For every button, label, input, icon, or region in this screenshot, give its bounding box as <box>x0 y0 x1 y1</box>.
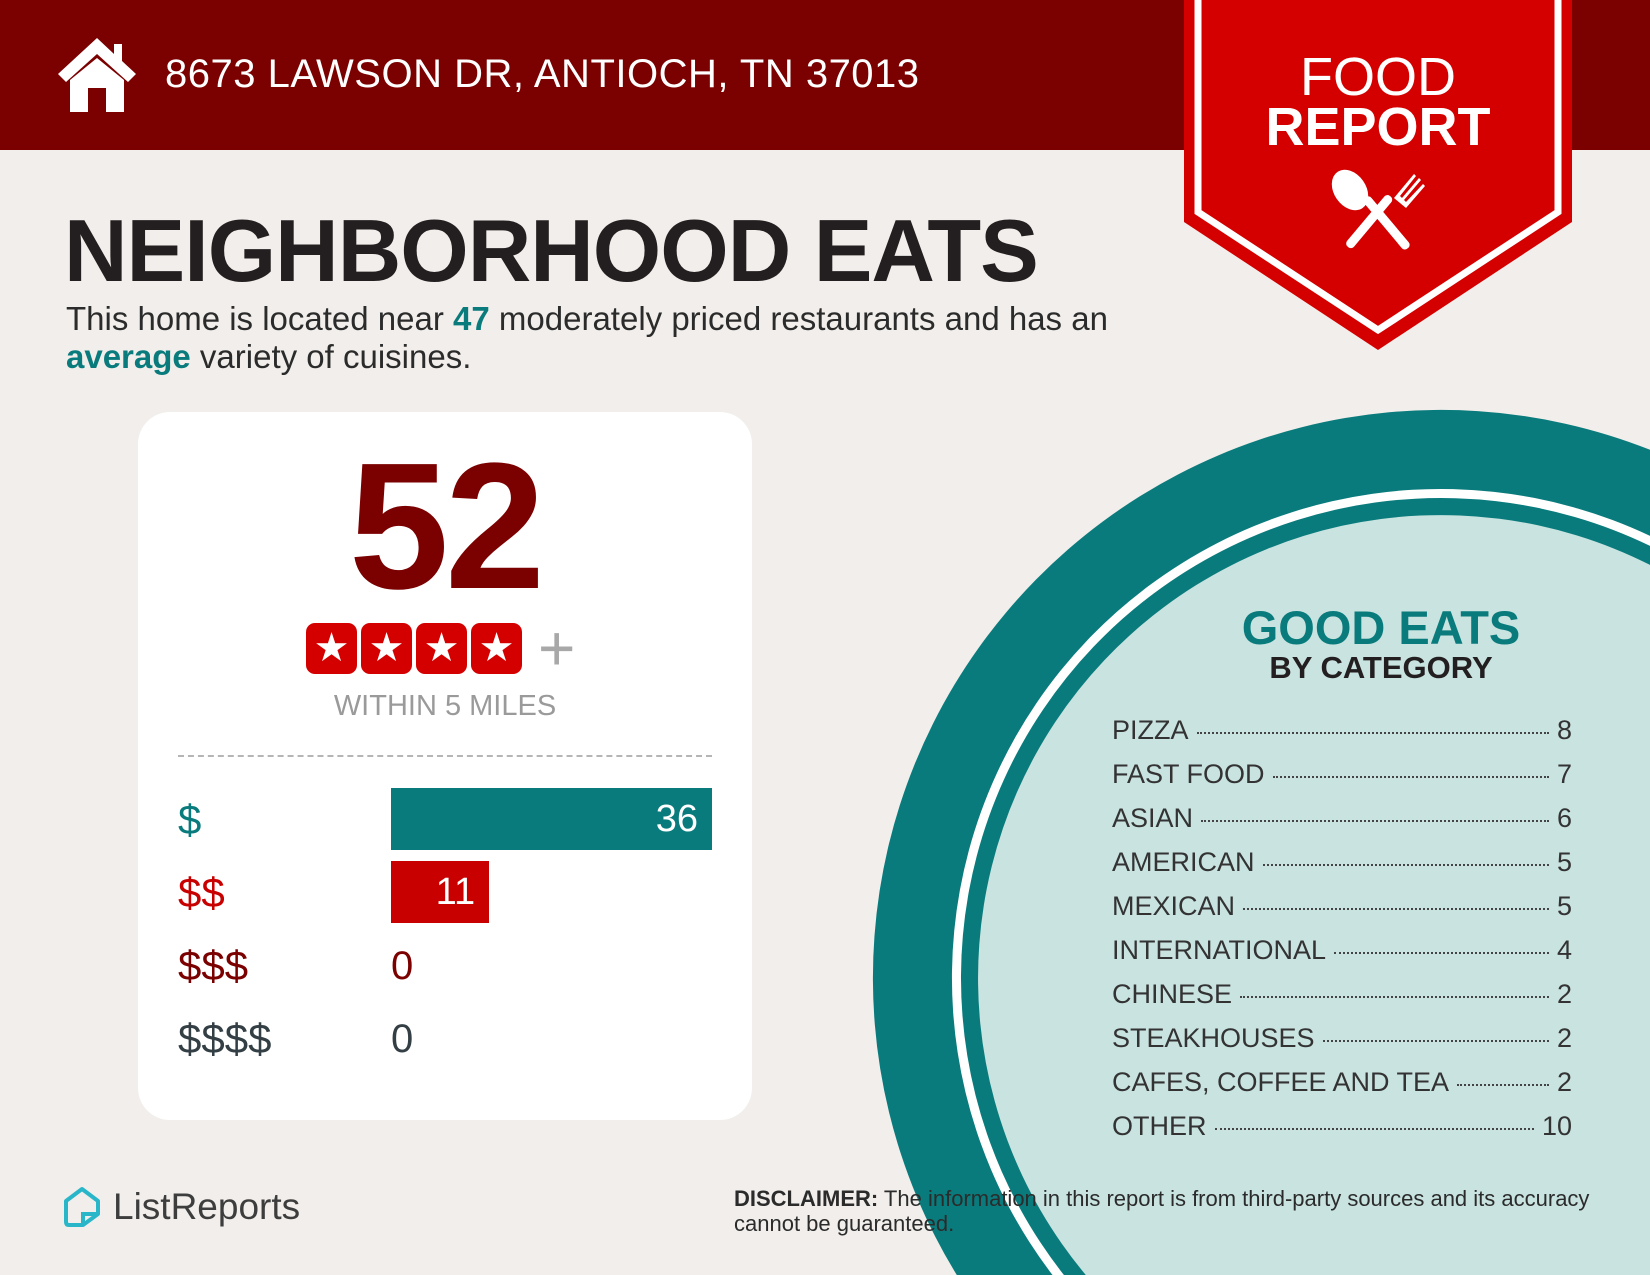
summary-text: This home is located near 47 moderately … <box>66 300 1108 375</box>
dot-leader <box>1272 776 1549 778</box>
food-report-ribbon <box>1184 0 1572 350</box>
category-item: PIZZA 8 <box>1112 715 1572 759</box>
price-level-label: $$$ <box>178 942 249 989</box>
dot-leader <box>1196 732 1549 734</box>
listreports-logo: ListReports <box>63 1186 300 1228</box>
dot-leader <box>1240 996 1549 998</box>
dot-leader <box>1243 908 1549 910</box>
dot-leader <box>1201 820 1549 822</box>
price-level-bar: 36 <box>391 788 712 850</box>
disclaimer: DISCLAIMER: The information in this repo… <box>734 1186 1594 1236</box>
listreports-logo-icon <box>64 1187 100 1227</box>
category-count: 10 <box>1541 1111 1572 1141</box>
radius-label: WITHIN 5 MILES <box>333 690 557 722</box>
dot-leader <box>1457 1084 1549 1086</box>
category-name: PIZZA <box>1112 715 1189 745</box>
categories-subtitle: BY CATEGORY <box>1269 650 1493 685</box>
price-level-label: $$ <box>178 869 225 916</box>
plus-icon: + <box>538 612 576 684</box>
category-name: ASIAN <box>1112 803 1194 833</box>
star-icon: ★ <box>416 623 467 674</box>
category-name: MEXICAN <box>1112 891 1236 921</box>
category-name: OTHER <box>1112 1111 1207 1141</box>
category-name: STEAKHOUSES <box>1112 1023 1315 1053</box>
category-count: 4 <box>1556 935 1572 965</box>
category-name: INTERNATIONAL <box>1112 935 1327 965</box>
price-level-row: $36 <box>178 788 712 850</box>
category-name: CAFES, COFFEE AND TEA <box>1112 1067 1450 1097</box>
divider <box>178 755 712 757</box>
category-item: OTHER 10 <box>1112 1111 1572 1155</box>
logo-text: ListReports <box>113 1186 301 1227</box>
disclaimer-label: DISCLAIMER: <box>734 1186 879 1211</box>
category-count: 2 <box>1556 1067 1572 1097</box>
total-restaurants: 52 <box>348 426 545 627</box>
price-level-value: 0 <box>391 944 414 988</box>
dot-leader <box>1322 1040 1549 1042</box>
category-count: 2 <box>1556 1023 1572 1053</box>
dot-leader <box>1262 864 1549 866</box>
category-item: AMERICAN 5 <box>1112 847 1572 891</box>
category-item: INTERNATIONAL 4 <box>1112 935 1572 979</box>
price-level-row: $$ 11 <box>178 861 712 923</box>
price-level-label: $ <box>178 796 202 843</box>
house-icon <box>58 38 136 112</box>
category-item: STEAKHOUSES 2 <box>1112 1023 1572 1067</box>
category-name: AMERICAN <box>1112 847 1255 877</box>
dot-leader <box>1214 1128 1534 1130</box>
dot-leader <box>1334 952 1549 954</box>
price-level-row: $$$ 0 <box>178 934 712 996</box>
spoon-fork-icon <box>1331 169 1425 250</box>
category-count: 2 <box>1556 979 1572 1009</box>
category-name: FAST FOOD <box>1112 759 1265 789</box>
ribbon-line-2: REPORT <box>1265 97 1491 157</box>
category-item: ASIAN 6 <box>1112 803 1572 847</box>
price-level-row: $$$$ 0 <box>178 1007 712 1069</box>
price-level-value: 0 <box>391 1017 414 1061</box>
variety-rating: average <box>66 338 191 375</box>
star-icon: ★ <box>471 623 522 674</box>
property-address: 8673 LAWSON DR, ANTIOCH, TN 37013 <box>165 52 920 96</box>
category-count: 5 <box>1556 891 1572 921</box>
category-item: CAFES, COFFEE AND TEA 2 <box>1112 1067 1572 1111</box>
ribbon-line-1: FOOD <box>1300 47 1456 107</box>
price-level-bar: 11 <box>391 861 490 923</box>
price-level-label: $$$$ <box>178 1015 272 1062</box>
disclaimer-text: The information in this report is from t… <box>734 1186 1590 1236</box>
star-icon: ★ <box>306 623 357 674</box>
star-icon: ★ <box>361 623 412 674</box>
category-count: 7 <box>1556 759 1572 789</box>
category-item: FAST FOOD 7 <box>1112 759 1572 803</box>
page-title: NEIGHBORHOOD EATS <box>64 201 1039 300</box>
category-item: CHINESE 2 <box>1112 979 1572 1023</box>
restaurant-count-card: 52 ★ ★ ★ ★ + WITHIN 5 MILES $36 $$ 11 $$$ 0 $… <box>138 412 752 1120</box>
category-list: PIZZA 8 FAST FOOD 7 ASIAN 6 AMERICAN 5 MEXICAN 5 I… <box>1112 715 1572 1155</box>
category-count: 6 <box>1556 803 1572 833</box>
categories-title: GOOD EATS <box>1241 601 1521 654</box>
category-count: 8 <box>1556 715 1572 745</box>
star-rating: ★ ★ ★ ★ + <box>306 612 576 684</box>
category-count: 5 <box>1556 847 1572 877</box>
restaurant-count: 47 <box>453 300 490 337</box>
category-name: CHINESE <box>1112 979 1233 1009</box>
category-item: MEXICAN 5 <box>1112 891 1572 935</box>
